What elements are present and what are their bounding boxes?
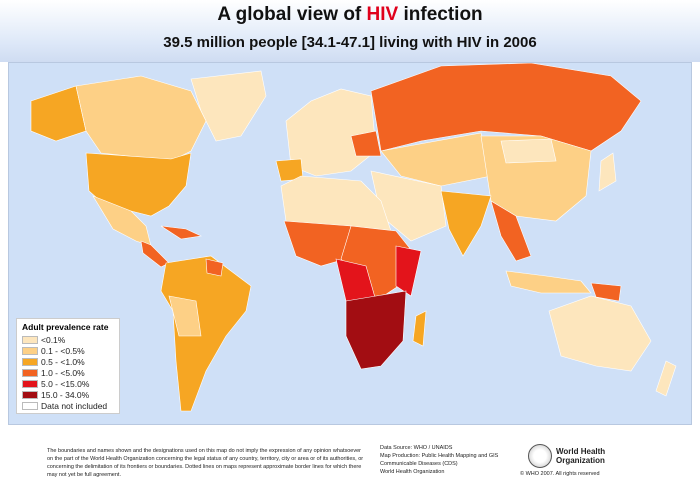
region-southern-africa [345,290,407,370]
region-central-asia [380,132,492,187]
header: A global view of HIV infection 39.5 mill… [0,0,700,62]
logo-text: World Health [556,447,606,456]
who-emblem-icon [528,444,552,468]
region-png [590,282,622,302]
legend-item: 15.0 - 34.0% [22,389,114,400]
copyright: © WHO 2007. All rights reserved [520,471,600,477]
legend-item: 0.5 - <1.0% [22,356,114,367]
region-east-africa [395,245,422,297]
legend-label: 15.0 - 34.0% [41,389,90,400]
legend-swatch [22,357,38,366]
map-subtitle: 39.5 million people [34.1-47.1] living w… [163,34,537,51]
source-line: Data Source: WHO / UNAIDS [380,445,453,451]
legend-label: <0.1% [41,334,66,345]
region-madagascar [412,310,427,347]
region-central-america [140,240,170,268]
logo-text: Organization [556,456,605,465]
disclaimer-text: The boundaries and names shown and the d… [47,448,364,478]
legend-swatch [22,401,38,410]
region-canada [75,75,207,162]
region-russia [370,63,642,152]
legend-swatch [22,335,38,344]
region-ukraine [350,130,382,157]
legend: Adult prevalence rate <0.1% 0.1 - <0.5% 0.… [16,318,120,414]
legend-item: <0.1% [22,334,114,345]
who-logo: World Health Organization [528,444,605,468]
legend-label: 0.1 - <0.5% [41,345,85,356]
data-source: Data Source: WHO / UNAIDS Map Production… [380,444,510,476]
map-title: A global view of HIV infection [217,4,483,25]
legend-label: 5.0 - <15.0% [41,378,90,389]
region-guyana [205,258,224,277]
legend-item: 0.1 - <0.5% [22,345,114,356]
region-se-asia [490,200,532,262]
legend-swatch [22,379,38,388]
region-new-zealand [655,360,677,397]
legend-swatch [22,346,38,355]
region-australia [548,295,652,372]
world-map [8,62,692,425]
source-line: Map Production: Public Health Mapping an… [380,453,499,459]
region-bolivia-peru [168,295,202,337]
region-south-america [160,255,252,412]
legend-swatch [22,390,38,399]
legend-label: 0.5 - <1.0% [41,356,85,367]
region-caribbean [160,225,203,240]
legend-title: Adult prevalence rate [22,322,109,332]
source-line: Communicable Diseases (CDS) [380,461,458,467]
source-line: World Health Organization [380,469,445,475]
legend-swatch [22,368,38,377]
legend-label: 1.0 - <5.0% [41,367,85,378]
legend-item: Data not included [22,400,114,411]
region-india [440,190,492,257]
legend-item: 5.0 - <15.0% [22,378,114,389]
legend-item: 1.0 - <5.0% [22,367,114,378]
legend-label: Data not included [41,400,108,411]
region-greenland [190,70,267,142]
region-japan [598,152,617,192]
region-alaska [30,85,87,142]
region-indonesia [505,270,592,294]
region-mongolia [500,138,557,164]
